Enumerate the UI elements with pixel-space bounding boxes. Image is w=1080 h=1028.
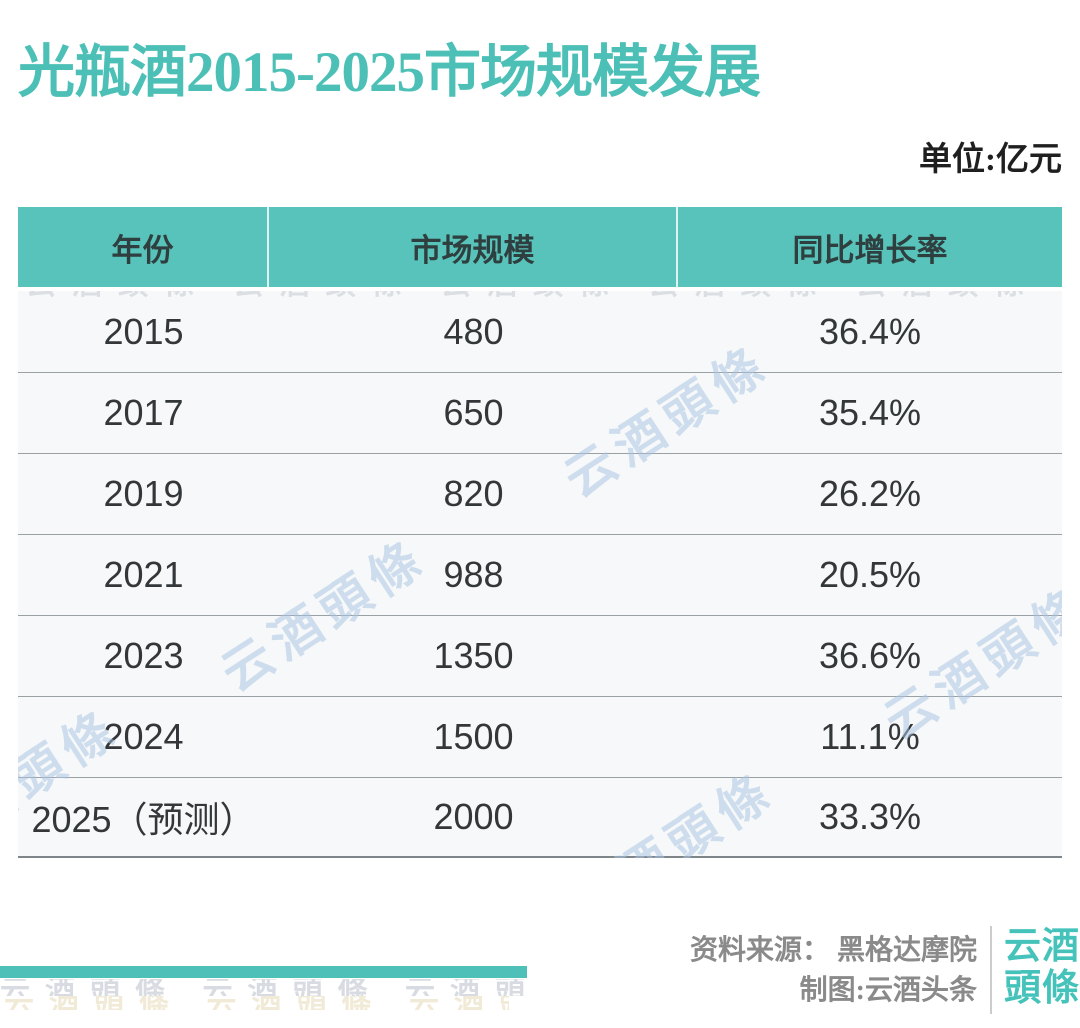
data-source-text: 资料来源： 黑格达摩院	[689, 935, 977, 966]
chart-credit-text: 制图:云酒头条	[799, 975, 977, 1006]
cell-year: 2015	[103, 310, 184, 352]
logo-line-1: 云酒	[1004, 926, 1080, 967]
cell-year: 2017	[103, 392, 184, 433]
yunjiu-toutiao-logo: 云酒 頭條	[1004, 926, 1080, 1010]
cell-market-scale: 2000	[433, 796, 514, 837]
table-row: 2023 1350 36.6%	[18, 615, 1062, 696]
market-size-table: 年份 市场规模 同比增长率 云酒頭條 云酒頭條 云酒頭條 云酒頭條 云酒頭條 云…	[18, 207, 1062, 858]
table-row: 2024 1500 11.1%	[18, 696, 1062, 777]
column-header-yoy-growth: 同比增长率	[792, 232, 948, 268]
cell-yoy-growth: 11.1%	[820, 716, 920, 757]
decorative-teal-bar	[0, 966, 527, 978]
table-row: 2017 650 35.4%	[18, 372, 1062, 453]
cell-year: 2025（预测）	[31, 799, 256, 840]
cell-market-scale: 1500	[433, 716, 514, 757]
cell-yoy-growth: 26.2%	[818, 473, 922, 514]
logo-line-2: 頭條	[1004, 968, 1080, 1009]
cell-year: 2023	[103, 635, 184, 676]
table-row: 2015 480 36.4%	[18, 291, 1062, 372]
footer-divider	[990, 926, 992, 1014]
table-body: 云酒頭條 云酒頭條 云酒頭條 云酒頭條 云酒頭條 云酒頭條 云酒頭條 云酒頭條 …	[18, 291, 1062, 858]
cell-market-scale: 988	[443, 554, 504, 595]
table-row: 2021 988 20.5%	[18, 534, 1062, 615]
column-header-year: 年份	[18, 207, 269, 287]
cell-yoy-growth: 35.4%	[818, 392, 922, 433]
cell-yoy-growth: 36.6%	[818, 635, 922, 676]
cell-yoy-growth: 33.3%	[818, 796, 922, 837]
page-title: 光瓶酒2015-2025市场规模发展	[18, 41, 761, 104]
cell-yoy-growth: 36.4%	[818, 310, 922, 352]
cell-market-scale: 1350	[433, 635, 514, 676]
cell-year: 2019	[103, 473, 184, 514]
cell-market-scale: 650	[443, 392, 504, 433]
table-row: 2025（预测） 2000 33.3%	[18, 777, 1062, 858]
table-row: 2019 820 26.2%	[18, 453, 1062, 534]
cell-year: 2024	[103, 716, 184, 757]
table-header-row: 年份 市场规模 同比增长率	[18, 207, 1062, 287]
cell-market-scale: 820	[443, 473, 504, 514]
cell-year: 2021	[103, 554, 184, 595]
cell-yoy-growth: 20.5%	[818, 554, 922, 595]
unit-label: 单位:亿元	[919, 142, 1062, 178]
column-header-market-scale: 市场规模	[269, 207, 678, 287]
cell-market-scale: 480	[443, 310, 504, 352]
